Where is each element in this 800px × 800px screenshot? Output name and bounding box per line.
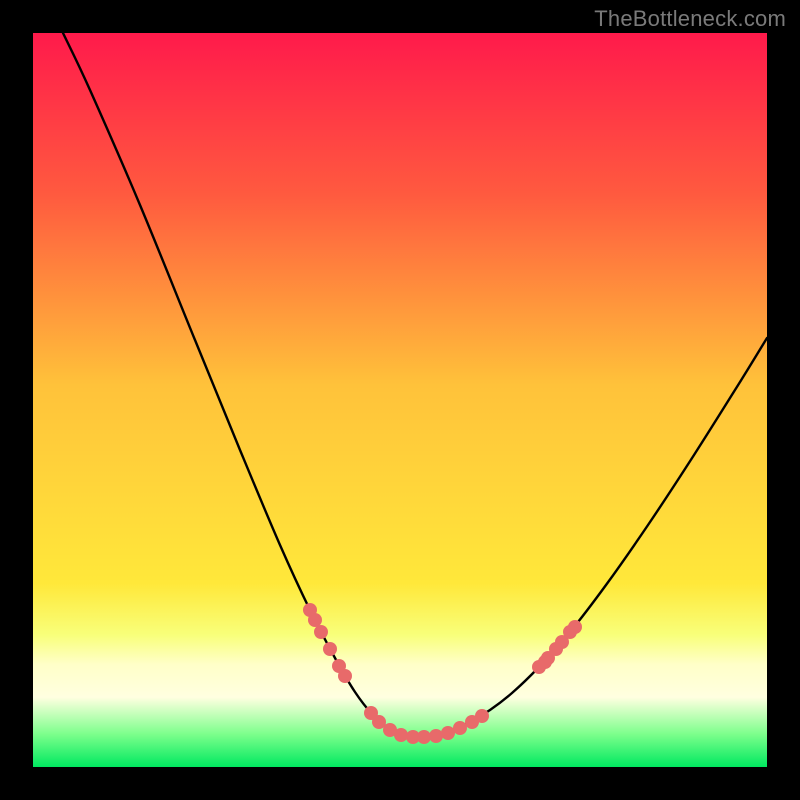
marker-dot bbox=[429, 729, 443, 743]
marker-dot bbox=[308, 613, 322, 627]
marker-dot bbox=[538, 655, 552, 669]
plot-background bbox=[33, 33, 767, 767]
marker-dot bbox=[323, 642, 337, 656]
chart-svg bbox=[0, 0, 800, 800]
marker-dot bbox=[417, 730, 431, 744]
marker-dot bbox=[453, 721, 467, 735]
marker-dot bbox=[338, 669, 352, 683]
marker-dot bbox=[441, 726, 455, 740]
watermark-text: TheBottleneck.com bbox=[594, 6, 786, 32]
marker-dot bbox=[563, 625, 577, 639]
marker-dot bbox=[394, 728, 408, 742]
marker-dot bbox=[314, 625, 328, 639]
chart-root: TheBottleneck.com bbox=[0, 0, 800, 800]
marker-dot bbox=[475, 709, 489, 723]
